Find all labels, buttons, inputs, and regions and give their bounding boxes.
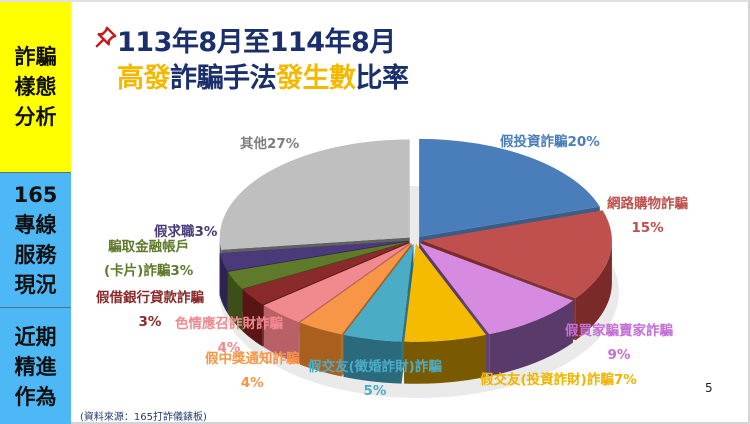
data-label-romance-investment: 假交友(投資詐財)詐騙7% [480,372,637,388]
sidebar-item-label: 近期 [14,325,57,349]
data-label-fake-job: 假求職3% [154,224,218,240]
data-label-online-shopping: 網路購物詐騙 15% [607,196,688,236]
data-source-note: (資料來源：165打詐儀錶板) [80,412,207,423]
pie-slice [404,243,487,384]
sidebar-item-label: 分析 [14,105,57,129]
title-subtitle: 高發詐騙手法發生數比率 [117,63,409,94]
sidebar-item-label: 作為 [14,385,57,409]
sidebar-item-label: 詐騙 [14,45,57,69]
pie-slice [343,243,414,384]
sidebar-item-label: 現況 [14,273,57,297]
sidebar-item-recent-improvements[interactable]: 近期 精進 作為 [0,308,71,424]
data-label-fake-investment: 假投資詐騙20% [500,134,600,150]
title-date-range: 113年8月至114年8月 [117,27,396,58]
data-label-romance-marriage: 假交友(徵婚詐財)詐騙 5% [308,359,442,399]
data-label-fake-bank-loan: 假借銀行貸款詐騙 3% [96,290,204,330]
sidebar-item-165-hotline[interactable]: 165 專線 服務 現況 [0,173,71,308]
data-label-fake-prize: 假中獎通知詐騙 4% [205,351,300,391]
page-number: 5 [705,381,713,395]
sidebar-item-label: 專線 [14,213,57,237]
data-label-account-card: 騙取金融帳戶 (卡片)詐騙3% [104,239,194,279]
pushpin-icon [95,26,117,48]
sidebar-item-label: 服務 [14,243,57,267]
data-label-sex-service: 色情應召詐財詐騙 4% [175,316,283,356]
sidebar-item-fraud-analysis[interactable]: 詐騙 樣態 分析 [0,2,71,173]
data-label-other: 其他27% [240,136,300,152]
sidebar-item-label: 165 [13,183,58,207]
sidebar-nav: 詐騙 樣態 分析 165 專線 服務 現況 近期 精進 作為 [0,2,71,424]
data-label-fake-buyer: 假買家騙賣家詐騙 9% [565,323,673,363]
sidebar-item-label: 樣態 [14,75,57,99]
sidebar-item-label: 精進 [14,355,57,379]
